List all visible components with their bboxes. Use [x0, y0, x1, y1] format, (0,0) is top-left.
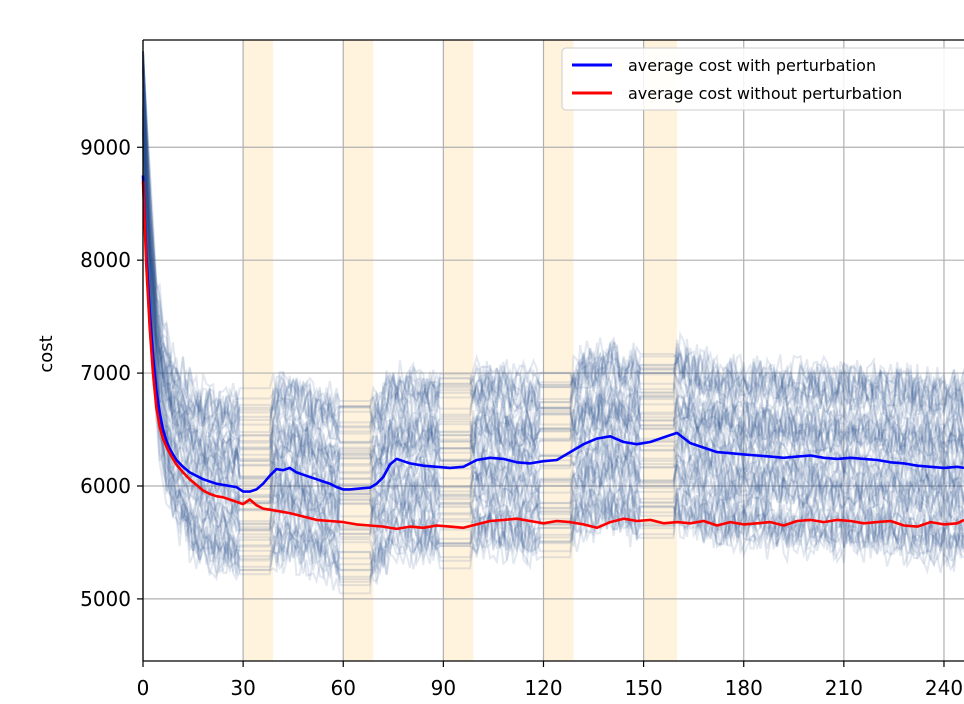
- run-line-45: [142, 114, 964, 509]
- run-line-42: [142, 62, 964, 474]
- run-line-36: [142, 65, 964, 474]
- series-line-0: [141, 175, 964, 493]
- average-series: [141, 175, 964, 531]
- run-line-5: [142, 58, 964, 532]
- run-line-32: [142, 123, 964, 536]
- x-tick-label-2: 60: [331, 676, 356, 700]
- run-line-19: [142, 51, 964, 438]
- run-line-11: [142, 128, 964, 538]
- run-line-49: [142, 75, 964, 510]
- run-line-59: [142, 71, 964, 462]
- run-line-12: [142, 57, 964, 480]
- run-line-39: [142, 133, 964, 483]
- x-tick-label-3: 90: [431, 676, 456, 700]
- run-line-44: [142, 51, 964, 491]
- run-line-29: [142, 51, 964, 474]
- y-tick-label-1: 6000: [80, 474, 131, 498]
- run-line-13: [142, 66, 964, 509]
- axes: [137, 39, 964, 667]
- run-line-55: [142, 72, 964, 572]
- perturbation-band-3: [543, 40, 574, 661]
- run-line-2: [142, 62, 964, 528]
- run-line-0: [142, 94, 964, 478]
- run-line-58: [142, 55, 964, 419]
- run-line-40: [142, 142, 964, 571]
- run-line-15: [142, 129, 964, 447]
- run-line-47: [142, 51, 964, 480]
- legend-box: [561, 47, 964, 111]
- run-line-53: [142, 54, 964, 520]
- perturbation-band-2: [443, 40, 474, 661]
- x-tick-label-5: 150: [625, 676, 663, 700]
- x-tick-label-6: 180: [725, 676, 763, 700]
- run-line-4: [142, 68, 964, 433]
- x-tick-label-7: 210: [825, 676, 863, 700]
- run-line-28: [142, 109, 964, 456]
- run-line-22: [142, 118, 964, 578]
- y-tick-label-0: 5000: [80, 587, 131, 611]
- y-tick-label-3: 8000: [80, 248, 131, 272]
- run-line-56: [142, 51, 964, 436]
- run-line-9: [142, 149, 964, 587]
- series-line-1: [141, 181, 964, 531]
- run-line-38: [142, 90, 964, 435]
- run-line-20: [142, 68, 964, 478]
- y-tick-label-4: 9000: [80, 135, 131, 159]
- x-tick-label-4: 120: [524, 676, 562, 700]
- perturbation-band-0: [243, 40, 274, 661]
- run-line-7: [142, 78, 964, 469]
- perturbation-bands: [243, 40, 677, 661]
- run-line-14: [142, 114, 964, 436]
- perturbation-band-1: [343, 40, 374, 661]
- x-tick-label-0: 0: [137, 676, 150, 700]
- legend-label-without-perturbation: average cost without perturbation: [628, 84, 902, 103]
- run-line-31: [142, 116, 964, 539]
- run-line-21: [142, 68, 964, 445]
- legend-label-with-perturbation: average cost with perturbation: [628, 56, 876, 75]
- run-line-18: [142, 115, 964, 504]
- run-line-57: [142, 125, 964, 576]
- perturbation-band-4: [643, 40, 677, 661]
- y-tick-label-2: 7000: [80, 361, 131, 385]
- run-line-23: [142, 62, 964, 575]
- y-axis-label: cost: [36, 335, 57, 372]
- run-line-25: [142, 66, 964, 540]
- run-line-24: [142, 61, 964, 576]
- legend: average cost with perturbation average c…: [561, 47, 964, 111]
- x-tick-label-1: 30: [230, 676, 255, 700]
- run-line-43: [142, 107, 964, 435]
- grid-lines: [142, 40, 964, 661]
- run-line-3: [142, 61, 964, 529]
- run-line-51: [142, 109, 964, 595]
- run-line-30: [142, 121, 964, 427]
- run-line-46: [142, 55, 964, 457]
- x-tick-label-8: 240: [925, 676, 963, 700]
- run-line-10: [142, 51, 964, 428]
- tick-labels: 5000 6000 7000 8000 9000 0 30 60 90 120 150 180 210 2…: [80, 135, 963, 700]
- run-line-50: [142, 51, 964, 442]
- run-line-27: [142, 130, 964, 585]
- run-line-52: [142, 125, 964, 548]
- run-line-33: [142, 107, 964, 581]
- run-line-26: [142, 51, 964, 472]
